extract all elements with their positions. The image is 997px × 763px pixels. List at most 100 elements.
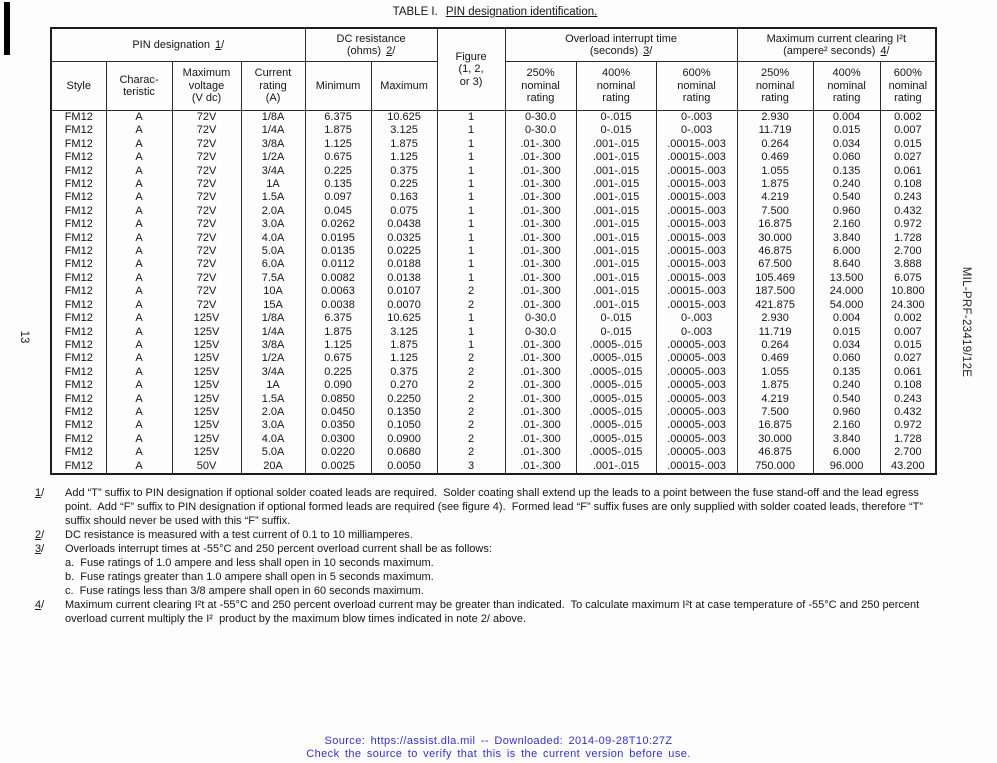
data-cell: 1 [436,245,506,259]
data-cell: 0.002 [879,110,937,125]
data-cell: 1.125 [304,137,372,152]
data-cell: 0.0450 [304,405,372,420]
data-cell: 1 [436,178,506,192]
data-cell: 0.243 [879,191,937,205]
data-cell: 2 [436,365,506,380]
data-cell: .00005-.003 [655,405,738,420]
data-cell: 1 [436,218,506,232]
data-cell: 0.960 [812,204,881,219]
data-cell: 2 [436,392,506,406]
data-cell: 125V [171,419,242,433]
data-cell: .01-.300 [504,137,577,152]
data-cell: 2.700 [879,446,937,460]
data-cell: 1.875 [304,325,372,339]
data-cell: .0005-.015 [575,365,657,380]
header-cell: Minimum [304,61,372,111]
data-cell: 43.200 [879,459,937,474]
data-cell: 96.000 [812,459,881,474]
data-cell: .01-.300 [504,298,577,313]
header-cell: Overload interrupt time (seconds) 3/ [504,27,738,62]
data-cell: 1.875 [370,338,438,353]
data-cell: FM12 [50,352,107,366]
data-cell: 0.045 [304,204,372,219]
data-cell: .00005-.003 [655,379,738,393]
data-cell: 125V [171,352,242,366]
data-cell: A [105,271,173,286]
data-cell: 0.270 [370,379,438,393]
data-cell: .00015-.003 [655,137,738,152]
data-cell: .0005-.015 [575,392,657,406]
table-row: FM12 A 125V 4.0A 0.0300 0.0900 2.01-.300.0005-… [50,432,937,447]
data-cell: 46.875 [736,245,814,259]
data-cell: 16.875 [736,218,814,232]
data-cell: 0.004 [812,110,881,125]
data-cell: .0005-.015 [575,405,657,420]
data-cell: 125V [171,365,242,380]
data-cell: 20A [240,459,306,474]
data-cell: A [105,379,173,393]
data-cell: 1 [436,312,506,326]
footnote-text: Add “T” suffix to PIN designation if opt… [65,487,927,527]
data-cell: 0.0300 [304,432,372,447]
data-cell: 0.034 [812,137,881,152]
doc-number-vertical: MIL-PRF-23419/12E [960,266,972,378]
data-cell: .01-.300 [504,379,577,393]
data-cell: 0.0680 [370,446,438,460]
table-row: FM12 A 125V 1A 0.090 0.270 2.01-.300.0005-.015… [50,379,937,393]
data-cell: 1.875 [736,178,814,192]
footer-source: Source: https://assist.dla.mil -- Downlo… [0,735,997,760]
data-cell: FM12 [50,137,107,152]
data-cell: A [105,298,173,313]
data-cell: 0.027 [879,352,937,366]
data-cell: 0.0070 [370,298,438,313]
data-cell: FM12 [50,298,107,313]
footnote-marker: 2/ [35,529,45,541]
data-cell: 30.000 [736,231,814,246]
data-cell: FM12 [50,405,107,420]
data-cell: FM12 [50,459,107,474]
table-title-prefix: TABLE I. [392,6,438,18]
data-cell: 0.004 [812,312,881,326]
data-cell: A [105,352,173,366]
page-number-vertical: 13 [18,330,30,344]
data-cell: 72V [171,164,242,179]
data-cell: 5.0A [240,245,306,259]
table-row: FM12 A 125V 3.0A 0.0350 0.1050 2.01-.300.0005-… [50,419,937,433]
data-cell: A [105,110,173,125]
data-cell: A [105,178,173,192]
table-row: FM12 A 125V 1/4A 1.875 3.125 1 0-30.0 0-.015 0-.0… [50,325,937,339]
data-cell: 4.219 [736,392,814,406]
data-cell: 10.625 [370,312,438,326]
data-cell: 0.225 [304,365,372,380]
data-cell: A [105,325,173,339]
table-header-group-row: PIN designation 1/DC resistance (ohms) 2/F… [50,27,937,111]
data-cell: 0.240 [812,379,881,393]
footnotes-section: 1/Add “T” suffix to PIN designation if o… [31,486,948,626]
data-cell: FM12 [50,164,107,179]
data-cell: .01-.300 [504,459,577,474]
data-cell: FM12 [50,446,107,460]
data-cell: 72V [171,245,242,259]
data-cell: A [105,164,173,179]
data-cell: 0-.003 [655,312,738,326]
data-cell: FM12 [50,379,107,393]
header-cell: Maximum voltage (V dc) [171,61,242,111]
data-cell: 72V [171,298,242,313]
data-cell: .001-.015 [575,137,657,152]
data-cell: .01-.300 [504,191,577,205]
header-cell: Maximum [370,61,438,111]
table-header-sub-row: Style Charac- teristic Maximum voltage (V … [50,61,937,111]
data-cell: 2.0A [240,405,306,420]
data-cell: .01-.300 [504,271,577,286]
data-cell: 0.0350 [304,419,372,433]
data-cell: 3.888 [879,258,937,272]
data-cell: .0005-.015 [575,446,657,460]
table-title-underlined: PIN designation identification. [445,6,598,18]
data-cell: 2 [436,419,506,433]
data-cell: 72V [171,178,242,192]
data-cell: A [105,245,173,259]
data-cell: 0.002 [879,312,937,326]
data-cell: 125V [171,392,242,406]
footnote-subitem: b. Fuse ratings greater than 1.0 ampere … [65,571,434,583]
data-cell: 0.375 [370,164,438,179]
